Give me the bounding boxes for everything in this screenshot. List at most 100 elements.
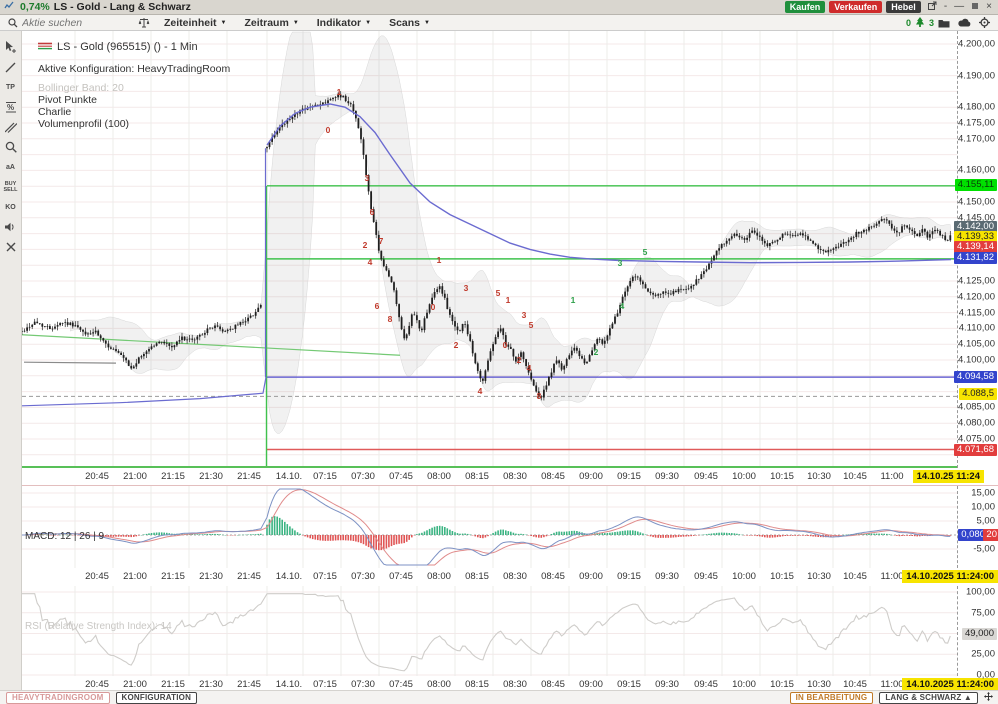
charlie-count-annotation: 4 (368, 257, 373, 267)
legend-indicator-3[interactable]: Volumenprofil (100) (38, 118, 130, 130)
tool-trendline-button[interactable] (1, 57, 21, 77)
active-configuration: Aktive Konfiguration: HeavyTradingRoom (38, 63, 231, 75)
popout-icon[interactable] (927, 1, 937, 13)
macd-panel[interactable] (22, 486, 957, 568)
tool-fibonacci-button[interactable]: % (1, 97, 21, 117)
change-percent: 0,74% (20, 1, 50, 13)
sell-button[interactable]: Verkaufen (829, 1, 883, 13)
legend-indicator-2[interactable]: Charlie (38, 106, 72, 118)
legend-indicator-0[interactable]: Bollinger Band: 20 (38, 82, 124, 94)
menu-indicator[interactable]: Indikator ▼ (316, 16, 372, 29)
price-tick-label: 4.105,00 (958, 338, 995, 350)
chart-legend: LS - Gold (965515) () - 1 Min Aktive Kon… (38, 40, 230, 130)
close-window-icon[interactable]: × (986, 1, 992, 12)
tool-parallel-lines-button[interactable] (1, 117, 21, 137)
charlie-count-annotation: 5 (643, 247, 648, 257)
price-tick-label: 4.085,00 (958, 401, 995, 413)
move-window-icon[interactable] (984, 692, 993, 703)
legend-indicator-1[interactable]: Pivot Punkte (38, 94, 97, 106)
tool-sound-button[interactable] (1, 217, 21, 237)
workspace-tab-konfiguration[interactable]: KONFIGURATION (115, 691, 198, 704)
charlie-count-annotation: 6 (370, 207, 375, 217)
charlie-count-annotation: 3 (522, 310, 527, 320)
tool-buy-sell-button[interactable]: BUY SELL (3, 181, 18, 193)
charlie-count-annotation: 8 (388, 314, 393, 324)
time-tick-label: 08:00 (427, 679, 451, 690)
rsi-indicator-label[interactable]: RSI (Relative Strength Index): 14 (25, 621, 172, 632)
time-axis-main[interactable]: 20:45 21:00 21:15 21:30 21:45 14.10. 07:15 07:3… (22, 468, 998, 486)
time-tick-label: 09:30 (655, 679, 679, 690)
price-tick-label: 4.080,00 (958, 417, 995, 429)
time-tick-label: 08:30 (503, 471, 527, 482)
price-tick-label: 4.100,00 (958, 354, 995, 366)
leverage-button[interactable]: Hebel (886, 1, 921, 13)
time-tick-label: 09:15 (617, 679, 641, 690)
time-tick-label: 11:00 (880, 679, 904, 690)
time-tick-label: 20:45 (85, 571, 109, 582)
tool-text-button[interactable]: aA (6, 163, 15, 171)
macd-axis[interactable]: 15,00 10,00 5,00 -5,00 0,080 20 (957, 486, 998, 568)
cloud-icon[interactable] (958, 18, 971, 27)
chart-bottom-pivot-line (22, 466, 957, 468)
collapse-icon[interactable]: - (943, 1, 948, 12)
time-tick-label: 21:45 (237, 679, 261, 690)
tool-target-price-button[interactable]: TP (6, 83, 15, 91)
compare-scale-icon[interactable] (138, 17, 150, 28)
charlie-count-annotation: 0 (431, 302, 436, 312)
price-level-badge: 4.094,58 (954, 371, 997, 383)
tool-zoom-button[interactable] (1, 137, 21, 157)
time-tick-label: 10:00 (732, 471, 756, 482)
current-time-badge: 14.10.2025 11:24:00 (902, 570, 998, 583)
instrument-title[interactable]: LS - Gold (965515) () - 1 Min (57, 41, 198, 53)
chevron-down-icon: ▼ (365, 19, 372, 26)
time-tick-label: 14.10. (275, 471, 303, 482)
stock-search[interactable] (4, 16, 134, 29)
buy-button[interactable]: Kaufen (784, 1, 826, 13)
time-tick-label: 21:15 (161, 571, 185, 582)
time-tick-label: 07:30 (351, 679, 375, 690)
search-icon (8, 17, 18, 28)
time-tick-label: 20:45 (85, 679, 109, 690)
rsi-axis[interactable]: 100,00 75,00 25,00 0,00 49,000 (957, 586, 998, 681)
time-tick-label: 21:45 (237, 571, 261, 582)
price-level-badge: 4.071,68 (954, 444, 997, 456)
alert-tree-icon[interactable] (915, 17, 925, 28)
charlie-count-annotation: 2 (454, 340, 459, 350)
time-tick-label: 09:00 (579, 471, 603, 482)
search-input[interactable] (22, 16, 127, 29)
time-tick-label: 21:00 (123, 679, 147, 690)
broker-lang-schwarz-badge[interactable]: LANG & SCHWARZ ▲ (879, 691, 978, 704)
minimize-icon[interactable]: — (954, 1, 965, 12)
tool-pointer-button[interactable] (1, 37, 21, 57)
price-axis[interactable]: 4.200,00 4.190,00 4.180,00 4.175,00 4.170,00… (954, 31, 998, 468)
time-tick-label: 08:15 (465, 571, 489, 582)
macd-tick-label: 5,00 (976, 515, 996, 527)
time-tick-label: 08:30 (503, 679, 527, 690)
time-tick-label: 10:00 (732, 571, 756, 582)
rsi-panel[interactable] (22, 586, 957, 676)
workspace-tab-heavytradingroom[interactable]: HEAVYTRADINGROOM (6, 691, 110, 704)
menu-period[interactable]: Zeitraum ▼ (244, 16, 299, 29)
tool-knockout-button[interactable]: KO (5, 203, 16, 211)
folder-icon[interactable] (938, 18, 950, 28)
status-in-bearbeitung-badge[interactable]: IN BEARBEITUNG (789, 691, 874, 704)
chart-logo-icon (4, 1, 14, 13)
time-tick-label: 07:30 (351, 571, 375, 582)
price-tick-label: 4.160,00 (958, 164, 995, 176)
crosshair-icon[interactable] (979, 17, 990, 28)
charlie-count-annotation: 3 (618, 258, 623, 268)
time-tick-label: 10:30 (807, 571, 831, 582)
menu-timeframe[interactable]: Zeiteinheit ▼ (164, 16, 227, 29)
time-tick-label: 21:00 (123, 471, 147, 482)
maximize-icon[interactable] (971, 2, 979, 13)
macd-indicator-label[interactable]: MACD: 12 | 26 | 9 (25, 531, 105, 542)
time-tick-label: 07:15 (313, 679, 337, 690)
menu-scans[interactable]: Scans ▼ (389, 16, 430, 29)
time-tick-label: 20:45 (85, 471, 109, 482)
tool-close-icon[interactable] (1, 237, 21, 257)
charlie-count-annotation: 8 (537, 391, 542, 401)
time-axis-macd[interactable]: 20:45 21:00 21:15 21:30 21:45 14.10. 07:15 07:3… (22, 568, 998, 586)
time-axis-rsi[interactable]: 20:45 21:00 21:15 21:30 21:45 14.10. 07:15 07:3… (22, 676, 998, 691)
time-tick-label: 08:45 (541, 571, 565, 582)
